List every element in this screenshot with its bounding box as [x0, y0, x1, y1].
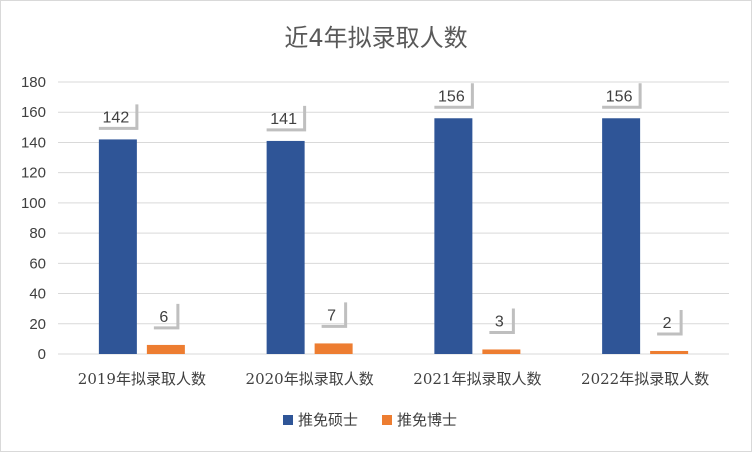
- data-label-text: 156: [606, 88, 633, 105]
- data-label-border: [657, 309, 683, 336]
- data-label-border: [266, 105, 307, 132]
- legend: 推免硕士 推免博士: [283, 411, 457, 429]
- bar: [146, 344, 185, 354]
- y-tick-label: 160: [21, 104, 46, 121]
- bar: [98, 139, 137, 354]
- bar: [602, 118, 641, 355]
- y-tick-label: 180: [21, 74, 46, 91]
- chart-title: 近4年拟录取人数: [284, 24, 467, 52]
- data-labels: 142 6 141 7 156 3 156 2: [98, 83, 683, 336]
- y-tick-label: 100: [21, 195, 46, 212]
- data-label: 141: [266, 105, 307, 132]
- x-category-label: 2021年拟录取人数: [413, 370, 541, 388]
- legend-item: 推免博士: [382, 411, 457, 429]
- data-label: 6: [153, 303, 180, 330]
- x-axis-category-labels: 2019年拟录取人数 2020年拟录取人数 2021年拟录取人数 2022年拟录取人数: [78, 370, 709, 388]
- y-tick-label: 40: [29, 286, 46, 303]
- y-tick-label: 20: [29, 316, 46, 333]
- legend-label: 推免博士: [397, 411, 457, 429]
- data-label: 7: [321, 302, 348, 328]
- data-label-border: [489, 308, 515, 334]
- bar: [314, 343, 353, 354]
- x-category-label: 2022年拟录取人数: [581, 370, 709, 388]
- data-label: 156: [434, 83, 474, 109]
- data-label-border: [321, 302, 348, 328]
- x-category-label: 2019年拟录取人数: [78, 370, 206, 388]
- legend-item: 推免硕士: [283, 411, 358, 429]
- bars: [98, 118, 689, 355]
- legend-label: 推免硕士: [298, 411, 358, 429]
- x-category-label: 2020年拟录取人数: [246, 370, 374, 388]
- y-tick-label: 80: [29, 225, 46, 242]
- data-label: 142: [98, 104, 139, 130]
- y-tick-label: 60: [29, 255, 46, 272]
- y-tick-label: 120: [21, 165, 46, 182]
- legend-swatch: [283, 415, 293, 425]
- y-axis-tick-labels: 0 20 40 60 80 100 120 140 160 180: [21, 74, 46, 363]
- data-label: 156: [602, 83, 642, 109]
- data-label-text: 156: [438, 88, 465, 105]
- legend-swatch: [382, 415, 392, 425]
- data-label-text: 7: [327, 307, 336, 324]
- data-label-text: 3: [495, 313, 504, 330]
- bar: [434, 118, 473, 355]
- data-label-border: [602, 83, 642, 109]
- data-label-border: [98, 104, 139, 130]
- data-label-border: [434, 83, 474, 109]
- data-label: 3: [489, 308, 515, 334]
- data-label-text: 141: [270, 111, 297, 128]
- y-tick-label: 140: [21, 134, 46, 151]
- y-tick-label: 0: [38, 346, 46, 363]
- bar: [650, 350, 689, 354]
- data-label-border: [153, 303, 180, 330]
- bar: [482, 349, 521, 354]
- data-label-text: 2: [663, 315, 672, 332]
- data-label-text: 142: [103, 109, 130, 126]
- bar: [266, 140, 305, 354]
- data-label: 2: [657, 309, 683, 336]
- data-label-text: 6: [159, 309, 168, 326]
